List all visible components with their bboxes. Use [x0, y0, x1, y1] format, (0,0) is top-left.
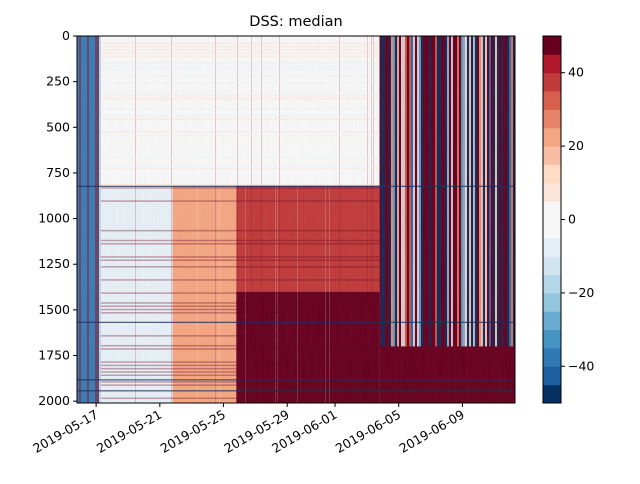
y-tick-label: 500 [46, 119, 70, 134]
colorbar-segment [543, 91, 561, 110]
colorbar-segment [543, 366, 561, 386]
colorbar-segment [543, 54, 561, 74]
colorbar-axis: 40 20 0 −20 −40 [561, 65, 594, 373]
plot-area [77, 36, 515, 403]
colorbar-segment [543, 237, 561, 257]
colorbar-segment [543, 256, 561, 276]
colorbar-tick-label: 40 [568, 65, 584, 80]
colorbar-segment [543, 146, 561, 165]
colorbar-segment [543, 274, 561, 294]
colorbar-segment [543, 329, 561, 349]
plot-frame [76, 35, 516, 404]
colorbar-segment [543, 219, 561, 239]
colorbar-segment [543, 347, 561, 367]
x-tick-label: 2019-06-05 [333, 407, 403, 456]
x-axis: 2019-05-172019-05-212019-05-252019-05-29… [30, 403, 467, 456]
y-tick-label: 250 [46, 74, 70, 89]
colorbar-segment [543, 109, 561, 129]
x-tick-label: 2019-05-17 [30, 407, 100, 456]
colorbar-segment [543, 164, 561, 184]
colorbar-tick-label: −20 [568, 285, 594, 300]
y-tick-label: 1000 [38, 211, 70, 226]
colorbar-segment [543, 36, 561, 55]
y-tick-label: 2000 [38, 393, 70, 408]
x-tick-label: 2019-05-21 [94, 407, 164, 456]
y-tick-label: 1750 [38, 348, 70, 363]
x-tick-label: 2019-05-25 [158, 407, 228, 456]
colorbar-segment [543, 384, 561, 404]
x-tick-label: 2019-06-09 [397, 407, 467, 456]
colorbar-segment [543, 182, 561, 202]
chart-title: DSS: median [249, 14, 342, 30]
colorbar-segment [543, 201, 561, 220]
y-tick-label: 750 [46, 165, 70, 180]
colorbar-tick-label: 20 [568, 138, 584, 153]
y-tick-label: 1500 [38, 302, 70, 317]
y-tick-label: 0 [62, 28, 70, 43]
heatmap-texture [77, 36, 515, 403]
colorbar-segment [543, 311, 561, 331]
colorbar-tick-label: 0 [568, 212, 576, 227]
colorbar-segment [543, 292, 561, 312]
y-tick-label: 1250 [38, 256, 70, 271]
colorbar-segment [543, 72, 561, 92]
colorbar-tick-label: −40 [568, 358, 594, 373]
colorbar-segment [543, 127, 561, 147]
y-axis: 0 250 500 750 1000 1250 1500 1750 2000 [38, 28, 77, 408]
texture-grain [77, 36, 515, 403]
colorbar [542, 35, 562, 404]
